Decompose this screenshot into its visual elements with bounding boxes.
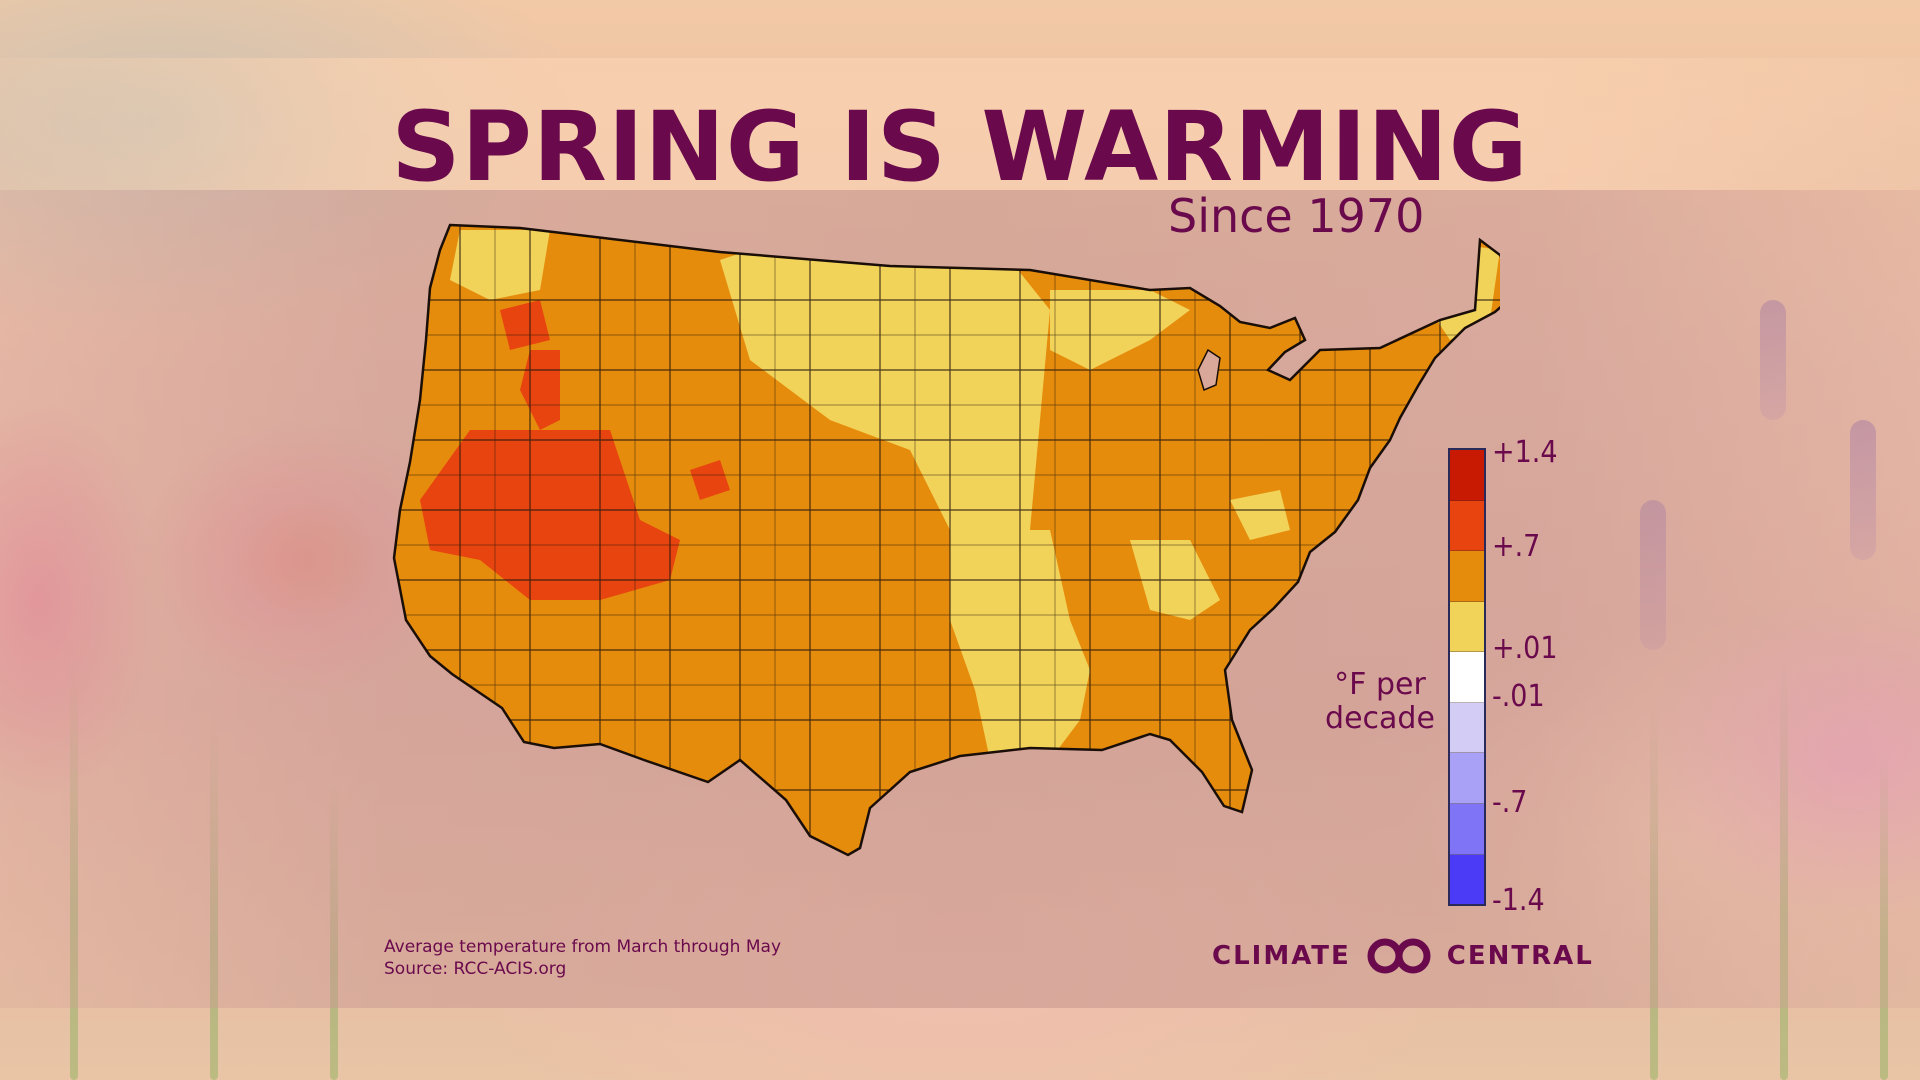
us-outline [392,223,1522,857]
footnote-description: Average temperature from March through M… [384,937,782,957]
legend-tick-label: +.01 [1492,631,1558,666]
legend-swatch [1450,601,1484,653]
page-subtitle: Since 1970 [1168,189,1425,243]
color-scale-legend [1448,448,1486,906]
legend-swatch [1450,652,1484,703]
legend-swatch [1450,450,1484,501]
legend-unit-line: decade [1325,701,1435,736]
climate-division-borders [394,225,1500,855]
legend-swatch [1450,803,1484,855]
region-colorado-hot [690,460,730,500]
region-carolinas-mild [1230,490,1290,540]
brand-word-right: CENTRAL [1446,941,1594,971]
legend-tick-label: -.7 [1492,785,1528,820]
page-title: SPRING IS WARMING [391,91,1529,203]
legend-swatch [1450,702,1484,754]
legend-tick-label: +1.4 [1492,435,1558,470]
us-map [390,200,1522,920]
footnote-source: Source: RCC-ACIS.org [384,959,567,979]
legend-unit-line: °F per [1334,667,1426,702]
region-northern-plains-mild [720,240,1050,530]
legend-swatch [1450,854,1484,905]
legend-swatch [1450,551,1484,602]
legend-swatch [1450,500,1484,552]
region-northwest-mild [450,230,550,300]
legend-swatch [1450,753,1484,804]
region-idaho-hot [500,300,550,350]
legend-tick-label: -1.4 [1492,883,1545,918]
title-band [0,58,1920,190]
legend-tick-label: +.7 [1492,529,1541,564]
map-fill-regions [394,225,1500,855]
lake-michigan [1197,348,1221,392]
climate-central-logo-icon [1367,938,1431,974]
climate-central-brand: CLIMATE CENTRAL [1212,938,1594,974]
legend-tick-label: -.01 [1492,679,1545,714]
legend-unit: °F per decade [1310,668,1450,736]
brand-word-left: CLIMATE [1212,941,1351,971]
region-upper-midwest-mild [1050,290,1190,370]
